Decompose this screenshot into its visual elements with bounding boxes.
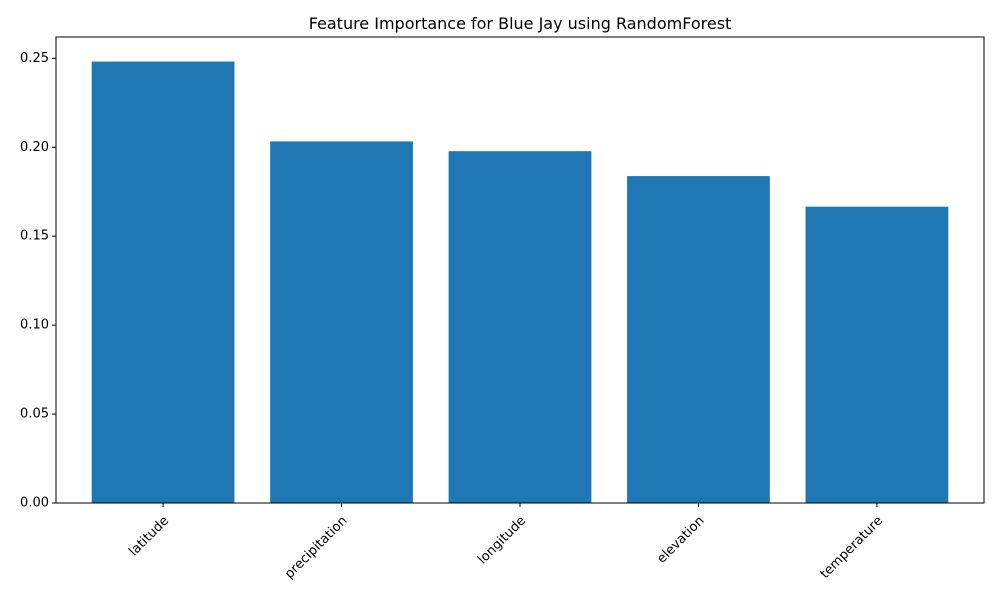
- bars-group: [91, 61, 949, 504]
- y-tick-label: 0.25: [20, 51, 49, 66]
- bar-latitude: [91, 61, 235, 503]
- y-tick-label: 0.05: [20, 407, 49, 422]
- bar-precipitation: [270, 141, 413, 504]
- chart-title: Feature Importance for Blue Jay using Ra…: [309, 14, 732, 33]
- y-tick-label: 0.20: [20, 140, 49, 155]
- bar-elevation: [627, 176, 770, 503]
- bar-longitude: [448, 151, 592, 503]
- x-tick-label: longitude: [475, 513, 529, 567]
- x-tick-label: precipitation: [282, 513, 351, 582]
- y-axis: 0.00 0.05 0.10 0.15 0.20 0.25: [20, 51, 56, 511]
- x-tick-label: elevation: [654, 513, 707, 566]
- y-tick-label: 0.10: [20, 318, 49, 333]
- bar-temperature: [805, 206, 949, 504]
- x-tick-label: latitude: [126, 513, 172, 559]
- x-tick-label: temperature: [818, 513, 886, 581]
- plot-frame: [55, 36, 985, 504]
- y-tick-label: 0.15: [20, 229, 49, 244]
- y-tick-label: 0.00: [20, 496, 49, 511]
- x-axis: latitude precipitation longitude elevation t…: [126, 503, 886, 582]
